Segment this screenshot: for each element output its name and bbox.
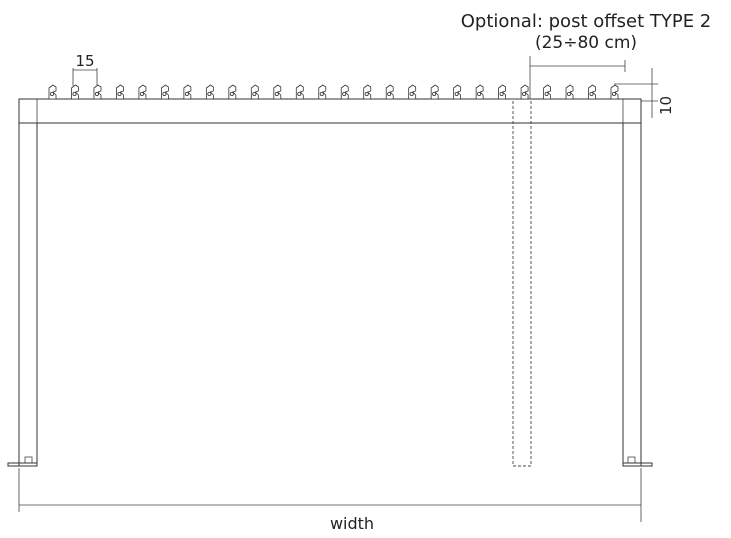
louver (228, 84, 237, 100)
top-beam (18, 98, 642, 124)
width-label: width (330, 514, 374, 533)
louver (475, 84, 484, 100)
louver (48, 84, 57, 100)
louver (295, 84, 304, 100)
right-post (622, 123, 653, 467)
louver (520, 84, 529, 100)
louver (408, 84, 417, 100)
louver (93, 84, 102, 100)
louver (138, 84, 147, 100)
louver (116, 84, 124, 100)
louver (340, 84, 349, 100)
louver (543, 84, 551, 100)
louver-spacing-label: 15 (75, 52, 94, 70)
louver-spacing-dimension: 15 (72, 52, 98, 86)
louver-height-label: 10 (657, 96, 675, 115)
louver (161, 84, 169, 100)
offset-annotation-line1: Optional: post offset TYPE 2 (461, 11, 712, 32)
louver (385, 84, 394, 100)
louver-height-dimension: 10 (614, 68, 675, 118)
louver (183, 84, 192, 100)
louver (363, 84, 372, 100)
louver (71, 84, 79, 100)
louver (453, 84, 462, 100)
louver-row (48, 84, 619, 100)
louver (588, 84, 596, 100)
width-dimension: width (18, 468, 642, 533)
louver (498, 84, 506, 100)
left-post (7, 123, 38, 467)
louver (318, 84, 327, 100)
louver (430, 84, 439, 100)
louver (273, 84, 282, 100)
offset-dimension (529, 56, 626, 99)
louver (250, 84, 259, 100)
offset-annotation-line2: (25÷80 cm) (535, 33, 637, 53)
optional-offset-post (512, 98, 532, 467)
louver (610, 84, 619, 100)
louver (205, 84, 214, 100)
louver (565, 84, 574, 100)
